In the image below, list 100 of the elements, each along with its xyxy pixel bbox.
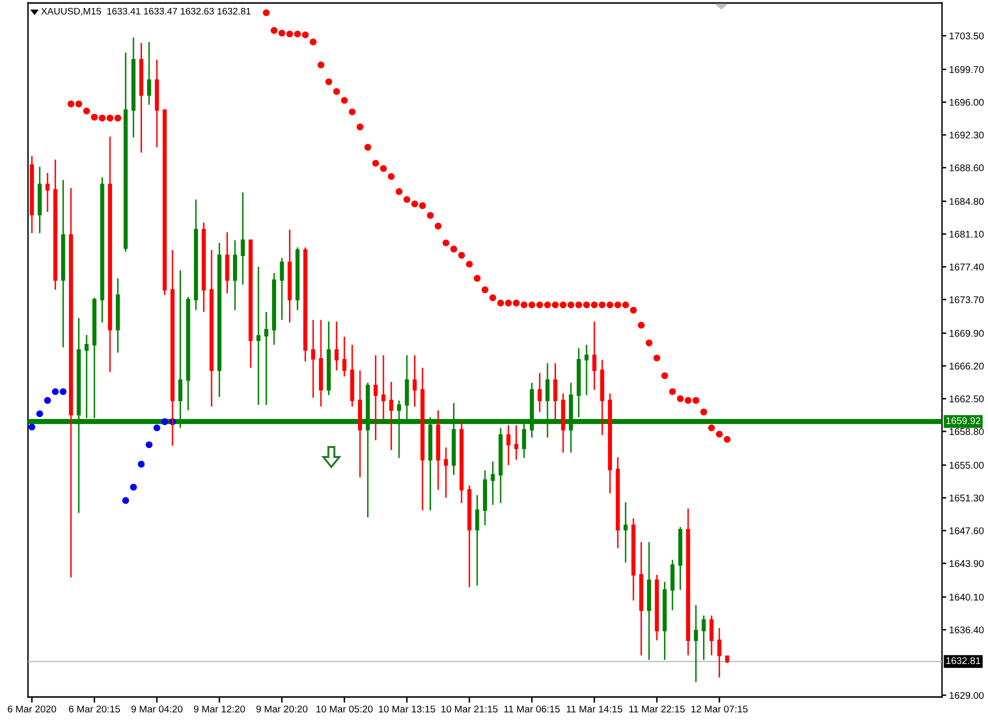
candlestick xyxy=(498,427,503,504)
x-tick-label: 10 Mar 21:15 xyxy=(441,706,498,712)
candlestick xyxy=(460,419,464,504)
y-tick-label: 1658.80 xyxy=(950,428,984,436)
candlestick xyxy=(561,392,566,454)
candlestick xyxy=(100,176,104,324)
y-tick-label: 1643.90 xyxy=(950,560,984,567)
candlestick xyxy=(170,249,175,446)
candlestick xyxy=(608,392,612,494)
candlestick xyxy=(30,155,34,234)
point xyxy=(52,388,59,396)
candlestick xyxy=(506,424,510,466)
candlestick xyxy=(389,381,394,451)
candlestick xyxy=(475,494,480,586)
candlestick xyxy=(350,344,354,408)
candlestick xyxy=(710,614,714,656)
candlestick xyxy=(225,232,230,294)
point xyxy=(60,388,67,396)
candlestick xyxy=(420,367,425,511)
ref-line-label: 1659.92 xyxy=(946,417,980,424)
point xyxy=(122,497,130,504)
candlestick xyxy=(162,109,167,296)
candlestick xyxy=(694,604,698,683)
candlestick xyxy=(264,311,268,406)
candlestick xyxy=(210,249,214,408)
candlestick xyxy=(131,36,136,138)
candlestick xyxy=(600,359,604,436)
x-tick-label: 6 Mar 20:15 xyxy=(68,706,120,712)
candlestick xyxy=(240,192,245,286)
candlestick xyxy=(194,198,198,311)
candlestick xyxy=(538,372,542,413)
candlestick xyxy=(467,484,472,588)
candlestick xyxy=(717,627,722,678)
x-tick-label: 12 Mar 07:15 xyxy=(691,706,748,712)
candlestick xyxy=(686,508,690,656)
candlestick xyxy=(139,42,144,154)
candlestick xyxy=(303,246,308,362)
x-tick-label: 11 Mar 22:15 xyxy=(629,706,685,712)
candlestick xyxy=(631,517,636,602)
point xyxy=(44,397,51,404)
candlestick xyxy=(412,354,417,408)
candlestick xyxy=(662,581,667,661)
ref-line-label: 1632.81 xyxy=(946,657,980,664)
y-tick-label: 1662.50 xyxy=(950,395,984,402)
x-tick-label: 9 Mar 04:20 xyxy=(131,706,182,712)
candlestick xyxy=(147,41,152,106)
candlestick xyxy=(670,559,675,611)
candlestick xyxy=(116,278,120,354)
candlestick xyxy=(248,240,253,368)
candlestick xyxy=(624,502,628,564)
candlestick xyxy=(725,654,730,664)
chart-title: XAUUSD,M15 1633.41 1633.47 1632.63 1632.81 xyxy=(41,8,251,16)
candlestick xyxy=(124,52,128,252)
point xyxy=(146,441,152,448)
y-tick-label: 1669.90 xyxy=(950,330,984,337)
y-tick-label: 1703.50 xyxy=(950,32,984,40)
candlestick xyxy=(202,222,206,313)
y-tick-label: 1692.30 xyxy=(950,132,984,139)
point xyxy=(130,484,137,491)
candlestick xyxy=(584,344,589,396)
candlestick xyxy=(61,179,66,348)
candlestick xyxy=(326,320,331,396)
candlestick xyxy=(678,526,682,591)
candlestick xyxy=(702,614,706,661)
x-tick-label: 10 Mar 13:15 xyxy=(378,706,436,712)
y-tick-label: 1699.70 xyxy=(950,66,984,74)
x-tick-label: 11 Mar 14:15 xyxy=(566,706,622,712)
y-tick-label: 1640.10 xyxy=(950,594,984,601)
candlestick xyxy=(342,336,346,378)
x-tick-label: 9 Mar 20:20 xyxy=(256,706,308,712)
candlestick xyxy=(232,240,238,311)
y-tick-label: 1677.40 xyxy=(950,264,984,270)
candlestick xyxy=(295,246,300,311)
candlestick xyxy=(272,272,276,346)
candlestick xyxy=(68,187,73,578)
candlestick xyxy=(490,460,495,506)
point xyxy=(36,410,44,418)
candlestick xyxy=(288,228,292,324)
y-tick-label: 1688.60 xyxy=(950,164,984,172)
point xyxy=(153,424,160,432)
candlestick xyxy=(280,257,284,321)
y-tick-label: 1629.00 xyxy=(950,692,984,699)
x-tick-label: 6 Mar 2020 xyxy=(8,706,56,712)
y-tick-label: 1651.30 xyxy=(950,494,984,502)
candlestick xyxy=(108,136,112,373)
candlestick xyxy=(374,354,378,441)
candlestick xyxy=(639,541,644,656)
x-tick-label: 10 Mar 05:20 xyxy=(316,706,373,712)
x-tick-label: 9 Mar 12:20 xyxy=(194,706,245,712)
y-tick-label: 1673.70 xyxy=(950,296,984,304)
y-tick-label: 1647.60 xyxy=(950,527,984,534)
point xyxy=(161,418,168,426)
y-tick-label: 1666.20 xyxy=(950,362,984,370)
candlestick xyxy=(444,446,448,499)
y-tick-label: 1684.80 xyxy=(950,198,984,205)
candlestick xyxy=(334,320,339,372)
candlestick xyxy=(482,470,488,526)
y-tick-label: 1696.00 xyxy=(950,98,984,106)
candlestick xyxy=(654,574,659,642)
candlestick xyxy=(616,456,620,549)
